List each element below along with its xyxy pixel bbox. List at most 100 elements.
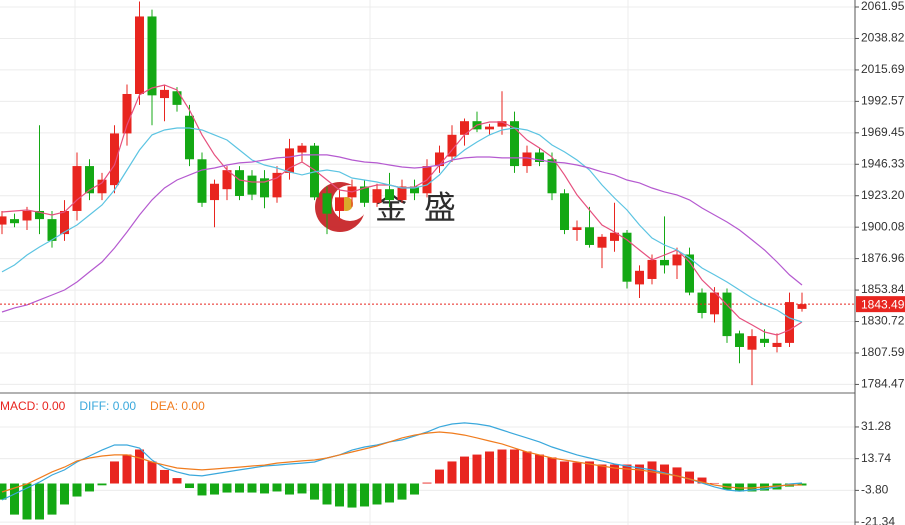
- macd-bar: [560, 461, 569, 484]
- candle-body: [385, 189, 394, 201]
- candle-body: [735, 333, 744, 347]
- candle-body: [797, 304, 807, 309]
- macd-bar: [585, 461, 594, 484]
- macd-bar: [372, 483, 382, 505]
- candle-body: [772, 342, 782, 347]
- macd-bar: [185, 483, 194, 489]
- macd-bar: [322, 483, 332, 505]
- macd-bar: [122, 454, 132, 484]
- macd-bar: [472, 454, 482, 484]
- macd-bar: [685, 471, 694, 484]
- candle-body: [610, 232, 619, 241]
- macd-bar: [497, 449, 507, 484]
- candle-body: [85, 166, 94, 194]
- macd-bar: [135, 449, 144, 484]
- macd-bar: [160, 469, 169, 484]
- candle-body: [122, 93, 132, 134]
- candle-body: [210, 183, 219, 201]
- y-tick-label: -21.34: [861, 514, 895, 525]
- y-tick-label: 13.74: [861, 451, 891, 465]
- candle-body: [397, 186, 407, 201]
- candle-body: [35, 210, 44, 220]
- macd-bar: [572, 462, 582, 484]
- candle-body: [272, 172, 282, 198]
- candle-body: [672, 254, 682, 266]
- candle-body: [135, 16, 144, 94]
- macd-bar: [235, 483, 244, 493]
- macd-bar: [397, 483, 407, 500]
- macd-bar: [197, 483, 207, 496]
- candle-body: [410, 186, 419, 194]
- y-tick-label: 1992.57: [861, 94, 905, 108]
- candle-body: [0, 216, 7, 225]
- candle-body: [22, 210, 32, 221]
- macd-bar: [622, 464, 632, 484]
- candle-body: [447, 134, 457, 157]
- macd-bar: [410, 483, 419, 495]
- macd-bar: [222, 483, 232, 493]
- candle-body: [110, 133, 119, 186]
- macd-bar: [710, 482, 719, 484]
- macd-bar: [460, 456, 469, 484]
- macd-bar: [347, 483, 357, 508]
- candle-body: [697, 292, 707, 313]
- macd-bar: [10, 483, 19, 515]
- macd-bar: [285, 483, 294, 495]
- macd-bar: [22, 483, 32, 520]
- y-tick-label: 2061.95: [861, 0, 905, 13]
- last-price-label: 1843.49: [861, 297, 905, 311]
- macd-bar: [485, 451, 494, 484]
- y-tick-label: 2038.82: [861, 31, 905, 45]
- macd-bar: [85, 483, 94, 492]
- candle-body: [685, 254, 694, 293]
- last-price-box: [856, 296, 905, 313]
- y-tick-label: 1946.33: [861, 156, 905, 170]
- candle-body: [585, 227, 594, 245]
- candle-body: [60, 210, 69, 235]
- y-tick-label: 1969.45: [861, 125, 905, 139]
- candle-body: [97, 179, 107, 194]
- macd-bar: [522, 451, 532, 484]
- moving-average-line: [1, 154, 803, 313]
- candle-body: [197, 159, 207, 203]
- indicator-label: DIFF: 0.00: [79, 399, 136, 413]
- candle-body: [235, 170, 244, 196]
- macd-bar: [297, 483, 307, 494]
- y-tick-label: 2015.69: [861, 62, 905, 76]
- candle-body: [597, 236, 607, 248]
- macd-bar: [97, 483, 107, 486]
- candle-body: [622, 232, 632, 282]
- y-tick-label: 1876.96: [861, 251, 905, 265]
- candle-body: [147, 16, 157, 96]
- macd-bar: [72, 483, 82, 497]
- y-tick-label: 1923.20: [861, 188, 905, 202]
- candle-body: [760, 338, 769, 343]
- candle-body: [247, 175, 257, 195]
- candle-body: [722, 292, 732, 337]
- candle-body: [522, 152, 532, 167]
- macd-bar: [447, 461, 457, 484]
- candle-body: [372, 189, 382, 203]
- y-tick-label: 1807.59: [861, 345, 905, 359]
- candle-body: [710, 292, 719, 315]
- candle-body: [660, 259, 669, 266]
- candle-body: [497, 121, 507, 127]
- candle-body: [460, 121, 469, 135]
- indicator-label: MACD: 0.00: [0, 399, 66, 413]
- y-tick-label: 1830.72: [861, 314, 905, 328]
- candle-body: [285, 148, 294, 173]
- indicator-label: DEA: 0.00: [150, 399, 205, 413]
- y-tick-label: 1900.08: [861, 219, 905, 233]
- macd-bar: [35, 483, 44, 520]
- candle-body: [572, 227, 582, 231]
- marks: [0, 1, 855, 520]
- candle-body: [322, 193, 332, 214]
- macd-bar: [610, 464, 619, 484]
- macd-bar: [547, 457, 557, 484]
- candle-body: [635, 270, 644, 285]
- candle-body: [510, 121, 519, 167]
- candle-body: [435, 152, 444, 167]
- candle-body: [647, 259, 657, 279]
- macd-bar: [47, 483, 57, 515]
